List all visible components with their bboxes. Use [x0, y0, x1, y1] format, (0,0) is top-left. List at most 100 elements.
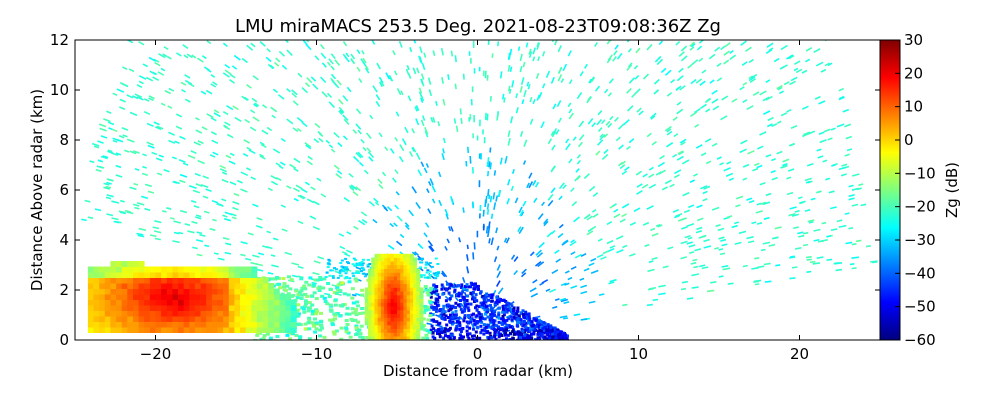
noise-speck — [751, 268, 758, 269]
noise-speck — [519, 47, 520, 51]
noise-speck — [703, 199, 708, 201]
noise-speck — [321, 45, 325, 49]
noise-speck — [266, 57, 271, 61]
rain-cell — [156, 283, 162, 289]
noise-speck — [388, 207, 392, 211]
noise-speck — [629, 78, 634, 84]
rain-cell — [156, 278, 162, 284]
noise-speck — [822, 223, 827, 224]
rain-cell — [88, 311, 94, 317]
rain-cell — [212, 305, 218, 311]
rain-cell — [229, 267, 235, 273]
noise-speck — [267, 128, 272, 131]
noise-speck — [593, 193, 597, 197]
low-echo-cell — [516, 310, 519, 313]
rain-cell — [212, 322, 218, 328]
noise-speck — [470, 156, 471, 164]
rain-cell — [122, 327, 128, 333]
low-echo-cell — [467, 337, 470, 340]
noise-speck — [148, 191, 154, 193]
low-echo-cell — [466, 283, 469, 286]
noise-speck — [628, 106, 633, 111]
noise-speck — [346, 53, 349, 57]
noise-speck — [704, 240, 710, 242]
rain-cell — [127, 311, 133, 317]
noise-speck — [276, 163, 281, 166]
noise-speck — [287, 186, 292, 188]
rain-cell — [280, 322, 286, 328]
noise-speck — [180, 137, 186, 140]
noise-speck — [328, 93, 332, 97]
rain-cell — [139, 305, 145, 311]
noise-speck — [237, 181, 242, 183]
low-echo-cell — [528, 312, 531, 315]
low-echo-cell — [442, 305, 445, 308]
noise-speck — [852, 205, 858, 206]
mid-echo-cell — [328, 275, 331, 277]
mid-echo-cell — [329, 269, 332, 271]
mid-echo-cell — [429, 287, 433, 290]
low-echo-cell — [442, 308, 445, 311]
x-tick-label: 20 — [790, 345, 809, 363]
mid-echo-cell — [340, 275, 343, 277]
noise-speck — [223, 73, 229, 77]
low-echo-cell — [441, 284, 444, 287]
noise-speck — [396, 112, 398, 116]
rain-cell — [274, 311, 280, 317]
noise-speck — [827, 259, 832, 260]
rain-cell — [416, 280, 420, 284]
noise-speck — [717, 63, 721, 66]
noise-speck — [196, 130, 202, 133]
low-echo-cell — [495, 296, 498, 299]
rain-cell — [99, 267, 105, 273]
noise-speck — [548, 201, 553, 206]
rain-cell — [110, 305, 116, 311]
low-echo-cell — [432, 284, 435, 287]
rain-cell — [94, 272, 100, 278]
noise-speck — [579, 142, 583, 147]
noise-speck — [212, 220, 216, 221]
low-echo-cell — [463, 307, 466, 310]
noise-speck — [185, 99, 190, 102]
noise-speck — [225, 122, 231, 125]
low-echo-cell — [432, 335, 435, 338]
low-echo-cell — [519, 336, 522, 339]
noise-speck — [561, 79, 563, 83]
noise-speck — [369, 202, 374, 206]
low-echo-cell — [534, 328, 537, 331]
low-echo-cell — [498, 317, 501, 320]
noise-speck — [444, 138, 445, 143]
rain-cell — [189, 283, 195, 289]
rain-cell — [206, 289, 212, 295]
noise-speck — [667, 143, 673, 147]
rain-cell — [251, 327, 257, 333]
rain-cell — [110, 283, 116, 289]
noise-speck — [90, 161, 95, 162]
rain-cell — [94, 305, 100, 311]
rain-cell — [274, 294, 280, 300]
low-echo-cell — [506, 302, 509, 305]
noise-speck — [424, 53, 425, 58]
rain-cell — [127, 322, 133, 328]
noise-speck — [92, 144, 99, 146]
noise-speck — [226, 155, 231, 158]
noise-speck — [629, 139, 634, 143]
noise-speck — [849, 198, 855, 200]
low-echo-cell — [509, 326, 512, 329]
low-echo-cell — [501, 322, 504, 325]
rain-cell — [257, 311, 263, 317]
noise-speck — [730, 55, 736, 59]
rain-cell — [139, 289, 145, 295]
noise-speck — [683, 193, 690, 196]
mid-echo-cell — [433, 273, 436, 275]
rain-cell — [201, 305, 207, 311]
mid-echo-cell — [355, 332, 359, 335]
noise-speck — [314, 139, 319, 143]
rain-cell — [156, 272, 162, 278]
noise-speck — [314, 261, 321, 263]
noise-speck — [442, 48, 443, 55]
low-echo-cell — [431, 325, 434, 328]
noise-speck — [590, 226, 595, 229]
